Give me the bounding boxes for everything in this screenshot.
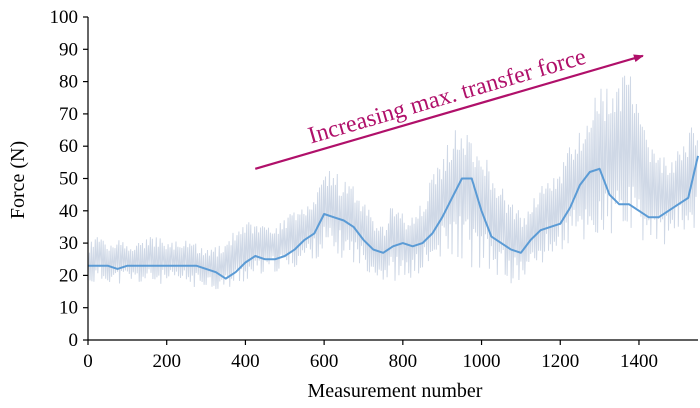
y-tick-label: 100 bbox=[50, 7, 79, 28]
y-tick-label: 70 bbox=[59, 104, 78, 125]
y-axis-ticks: 0 10 20 30 40 50 60 70 80 90 100 bbox=[50, 7, 88, 351]
trend-annotation: Increasing max. transfer force bbox=[305, 44, 589, 150]
trend-arrow bbox=[254, 54, 644, 170]
x-axis-title: Measurement number bbox=[308, 380, 483, 402]
raw-force-line bbox=[87, 75, 698, 290]
x-axis-ticks: 0 200 400 600 800 1000 1200 1400 bbox=[83, 340, 658, 372]
average-force-series bbox=[88, 155, 699, 280]
y-tick-label: 60 bbox=[59, 136, 78, 157]
y-tick-label: 40 bbox=[59, 201, 78, 222]
raw-force-series bbox=[87, 75, 698, 290]
y-tick-label: 80 bbox=[59, 72, 78, 93]
x-tick-label: 1200 bbox=[541, 351, 579, 372]
x-tick-label: 800 bbox=[389, 351, 418, 372]
y-tick-label: 30 bbox=[59, 233, 78, 254]
x-tick-label: 400 bbox=[231, 351, 260, 372]
y-tick-label: 20 bbox=[59, 265, 78, 286]
x-tick-label: 1400 bbox=[620, 351, 658, 372]
y-axis-title: Force (N) bbox=[7, 141, 29, 219]
x-tick-label: 0 bbox=[83, 351, 93, 372]
average-force-line bbox=[88, 155, 699, 280]
y-tick-label: 10 bbox=[59, 298, 78, 319]
x-tick-label: 1000 bbox=[463, 351, 501, 372]
y-tick-label: 50 bbox=[59, 169, 78, 190]
y-tick-label: 0 bbox=[69, 330, 79, 351]
y-tick-label: 90 bbox=[59, 39, 78, 60]
x-tick-label: 600 bbox=[310, 351, 339, 372]
x-tick-label: 200 bbox=[152, 351, 181, 372]
